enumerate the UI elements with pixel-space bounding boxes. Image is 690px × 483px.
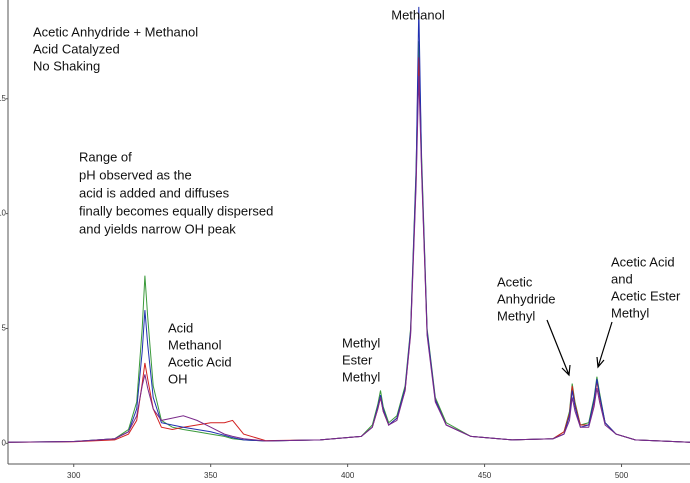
- plot-area: [7, 6, 690, 443]
- x-tick-label: 450: [478, 471, 492, 480]
- annotation: Ester: [342, 352, 373, 367]
- annotation: Acetic: [497, 274, 533, 289]
- arrow: [596, 321, 613, 369]
- annotation: Methyl: [342, 335, 380, 350]
- x-tick-label: 350: [204, 471, 218, 480]
- spectrum-line: [7, 57, 690, 443]
- y-tick-label: 5: [2, 324, 7, 333]
- annotation: and: [611, 271, 633, 286]
- annotation: Methanol: [168, 337, 222, 352]
- arrow: [546, 319, 571, 377]
- annotation: Acetic Anhydride + Methanol: [33, 24, 198, 39]
- x-tick-label: 400: [341, 471, 355, 480]
- annotation: Methanol: [391, 7, 445, 22]
- y-tick-label: 0: [2, 438, 7, 447]
- x-tick-label: 300: [67, 471, 81, 480]
- annotation: Acetic Acid: [168, 354, 232, 369]
- annotation: pH observed as the: [79, 167, 192, 182]
- annotation: Acid: [168, 320, 193, 335]
- annotation: Methyl: [342, 369, 380, 384]
- annotation: Methyl: [497, 308, 535, 323]
- y-tick-label: 10: [0, 209, 7, 218]
- annotation: acid is added and diffuses: [79, 185, 230, 200]
- annotation: Methyl: [611, 305, 649, 320]
- annotation: Anhydride: [497, 291, 556, 306]
- annotation: Acetic Ester: [611, 288, 681, 303]
- annotation: and yields narrow OH peak: [79, 221, 236, 236]
- annotation: Acid Catalyzed: [33, 41, 120, 56]
- annotation: Range of: [79, 149, 132, 164]
- annotation: Acetic Acid: [611, 254, 675, 269]
- y-tick-label: 15: [0, 94, 7, 103]
- x-tick-label: 500: [615, 471, 629, 480]
- spectrum-line: [7, 75, 690, 443]
- annotation: finally becomes equally dispersed: [79, 203, 273, 218]
- annotation: No Shaking: [33, 58, 100, 73]
- annotation: OH: [168, 371, 188, 386]
